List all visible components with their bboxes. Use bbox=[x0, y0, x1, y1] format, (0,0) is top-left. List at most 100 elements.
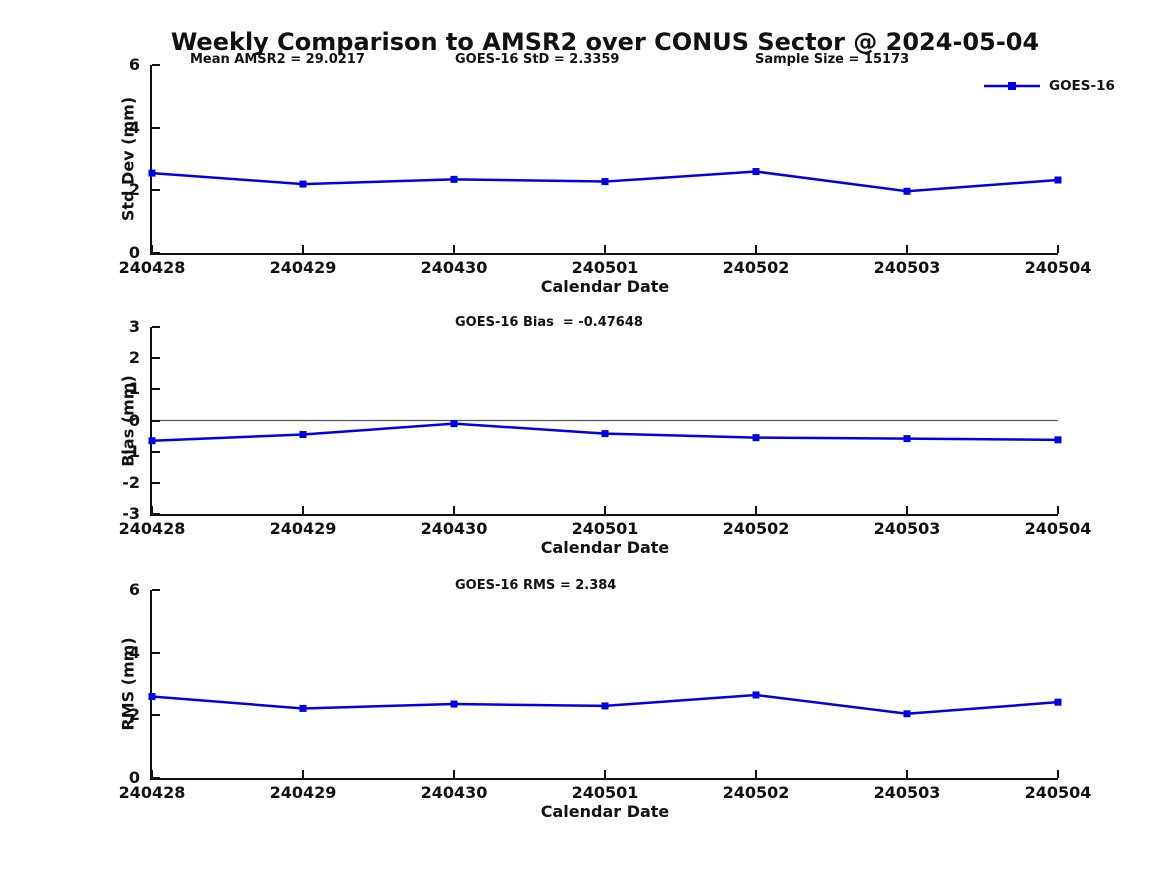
x-tick-label: 240503 bbox=[873, 519, 941, 538]
y-tick-mark bbox=[152, 126, 160, 129]
x-tick-label: 240429 bbox=[269, 783, 337, 802]
data-point-marker bbox=[148, 693, 156, 701]
x-tick-label: 240430 bbox=[420, 258, 488, 277]
x-tick-label: 240503 bbox=[873, 258, 941, 277]
y-axis bbox=[150, 590, 152, 780]
data-point-marker bbox=[1054, 698, 1062, 706]
data-point-marker bbox=[450, 175, 458, 183]
legend-line-sample bbox=[984, 82, 1040, 90]
annotation-sample-size: Sample Size = 15173 bbox=[755, 52, 910, 67]
y-tick-label: 1 bbox=[128, 379, 140, 399]
x-tick-label: 240504 bbox=[1024, 519, 1092, 538]
data-point-marker bbox=[450, 420, 458, 428]
data-point-marker bbox=[299, 431, 307, 439]
x-tick-label: 240428 bbox=[118, 519, 186, 538]
y-tick-mark bbox=[152, 589, 160, 591]
x-tick-label: 240429 bbox=[269, 519, 337, 538]
y-tick-mark bbox=[152, 64, 160, 66]
data-point-marker bbox=[1054, 176, 1062, 184]
y-tick-label: 3 bbox=[128, 317, 140, 336]
legend-square-marker-icon bbox=[1008, 82, 1016, 90]
y-tick-label: 4 bbox=[128, 117, 140, 137]
data-point-marker bbox=[299, 180, 307, 188]
annotation-mean-amsr2: Mean AMSR2 = 29.0217 bbox=[190, 52, 365, 67]
subplot-std-dev: Std Dev (mm) Calendar Date Mean AMSR2 = … bbox=[119, 53, 1092, 296]
x-tick-label: 240501 bbox=[571, 519, 639, 538]
plot-area bbox=[148, 419, 1062, 445]
x-tick-label: 240504 bbox=[1024, 258, 1092, 277]
x-tick-label: 240502 bbox=[722, 519, 790, 538]
x-tick-mark bbox=[755, 506, 757, 514]
x-tick-mark bbox=[1057, 506, 1059, 514]
x-tick-label: 240428 bbox=[118, 258, 186, 277]
data-point-marker bbox=[601, 178, 609, 186]
y-tick-mark bbox=[152, 777, 160, 779]
x-tick-label: 240502 bbox=[722, 258, 790, 277]
plot-area bbox=[148, 691, 1062, 718]
data-point-marker bbox=[601, 430, 609, 438]
x-axis bbox=[150, 514, 1058, 516]
x-tick-mark bbox=[604, 506, 606, 514]
y-axis bbox=[150, 327, 152, 516]
y-axis-label: Std Dev (mm) bbox=[118, 96, 138, 222]
y-tick-mark bbox=[152, 357, 160, 360]
x-tick-mark bbox=[906, 506, 908, 514]
x-tick-mark bbox=[453, 245, 455, 253]
x-tick-mark bbox=[755, 245, 757, 253]
data-point-marker bbox=[148, 169, 156, 177]
data-point-marker bbox=[903, 187, 911, 195]
x-axis-label: Calendar Date bbox=[540, 802, 670, 821]
data-point-marker bbox=[450, 700, 458, 708]
x-tick-mark bbox=[302, 245, 304, 253]
x-tick-label: 240429 bbox=[269, 258, 337, 277]
legend-label: GOES-16 bbox=[1049, 78, 1115, 94]
x-tick-mark bbox=[755, 770, 757, 778]
x-tick-mark bbox=[1057, 770, 1059, 778]
chart-title: Weekly Comparison to AMSR2 over CONUS Se… bbox=[170, 28, 1040, 56]
data-point-marker bbox=[903, 710, 911, 718]
x-tick-label: 240501 bbox=[571, 783, 639, 802]
y-tick-label: 0 bbox=[128, 768, 140, 787]
data-point-marker bbox=[903, 435, 911, 443]
y-tick-label: -1 bbox=[122, 441, 140, 461]
y-tick-mark bbox=[152, 252, 160, 254]
y-tick-label: 0 bbox=[128, 243, 140, 262]
x-tick-label: 240503 bbox=[873, 783, 941, 802]
y-tick-mark bbox=[152, 450, 160, 453]
x-tick-mark bbox=[604, 770, 606, 778]
y-tick-mark bbox=[152, 189, 160, 192]
y-axis bbox=[150, 65, 152, 255]
x-axis-label: Calendar Date bbox=[540, 538, 670, 557]
x-tick-mark bbox=[453, 506, 455, 514]
data-point-marker bbox=[752, 168, 760, 176]
y-tick-mark bbox=[152, 651, 160, 654]
y-tick-label: 4 bbox=[128, 642, 140, 662]
plot-area bbox=[148, 168, 1062, 195]
x-tick-mark bbox=[302, 506, 304, 514]
x-axis bbox=[150, 253, 1058, 255]
x-tick-label: 240501 bbox=[571, 258, 639, 277]
legend: GOES-16 bbox=[983, 78, 1115, 94]
y-tick-label: -2 bbox=[122, 472, 140, 492]
x-tick-mark bbox=[1057, 245, 1059, 253]
y-tick-label: 2 bbox=[128, 705, 140, 725]
x-tick-mark bbox=[151, 506, 153, 514]
y-tick-mark bbox=[152, 481, 160, 484]
x-tick-mark bbox=[453, 770, 455, 778]
x-tick-mark bbox=[302, 770, 304, 778]
y-tick-label: 2 bbox=[128, 180, 140, 200]
annotation-goes16-rms: GOES-16 RMS = 2.384 bbox=[455, 578, 617, 593]
y-tick-label: 2 bbox=[128, 348, 140, 368]
y-tick-mark bbox=[152, 326, 160, 328]
x-tick-label: 240428 bbox=[118, 783, 186, 802]
data-point-marker bbox=[299, 704, 307, 712]
x-axis-label: Calendar Date bbox=[540, 277, 670, 296]
x-tick-label: 240430 bbox=[420, 783, 488, 802]
annotation-goes16-std: GOES-16 StD = 2.3359 bbox=[455, 52, 620, 67]
x-tick-label: 240430 bbox=[420, 519, 488, 538]
y-tick-mark bbox=[152, 419, 160, 422]
data-point-marker bbox=[601, 702, 609, 710]
data-point-marker bbox=[752, 691, 760, 699]
y-tick-label: 6 bbox=[128, 580, 140, 599]
